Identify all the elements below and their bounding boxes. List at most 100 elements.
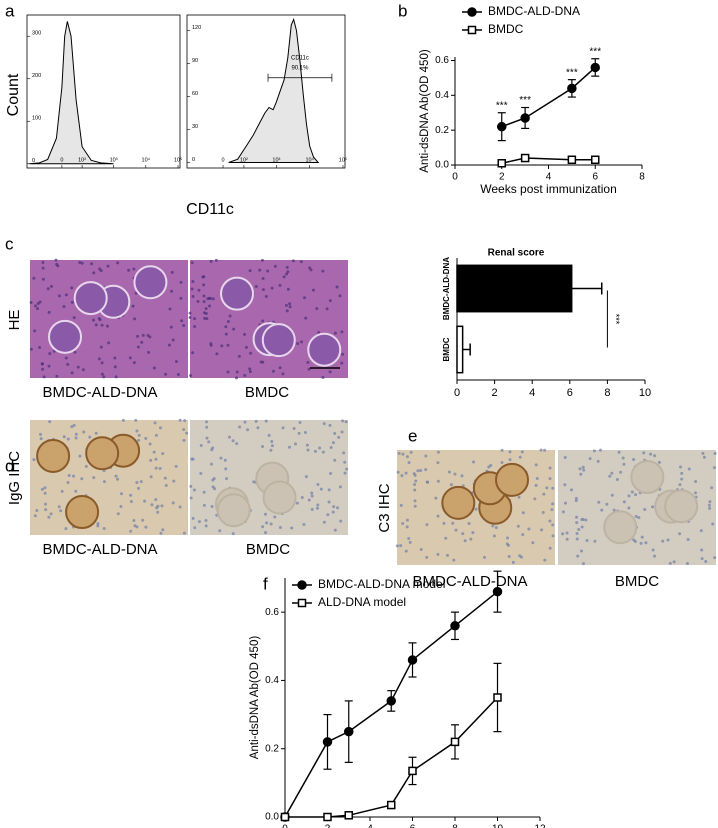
nucleus bbox=[156, 510, 160, 514]
nucleus bbox=[188, 315, 192, 319]
nucleus bbox=[331, 441, 335, 445]
row-label: HE bbox=[6, 310, 23, 331]
nucleus bbox=[203, 316, 207, 320]
nucleus bbox=[80, 477, 84, 481]
nucleus bbox=[332, 505, 336, 509]
x-tick-label: 10³ bbox=[110, 157, 118, 163]
nucleus bbox=[303, 430, 307, 434]
nucleus bbox=[94, 431, 98, 435]
glomerulus bbox=[441, 485, 476, 520]
legend-marker bbox=[467, 25, 477, 35]
nucleus bbox=[269, 448, 273, 452]
x-tick-label: 0 bbox=[60, 157, 63, 163]
nucleus bbox=[202, 300, 206, 304]
nucleus bbox=[453, 472, 457, 476]
x-tick-label: 10³ bbox=[272, 157, 280, 163]
nucleus bbox=[491, 524, 495, 528]
nucleus bbox=[248, 370, 252, 374]
x-tick-label: 10 bbox=[639, 387, 651, 399]
legend-label: BMDC-ALD-DNA model bbox=[318, 577, 445, 591]
nucleus bbox=[300, 340, 304, 344]
nucleus bbox=[271, 369, 275, 373]
nucleus bbox=[322, 422, 326, 426]
nucleus bbox=[133, 317, 137, 321]
x-tick-label: 10² bbox=[240, 157, 248, 163]
data-point bbox=[407, 655, 418, 665]
nucleus bbox=[160, 504, 164, 508]
nucleus bbox=[516, 524, 520, 528]
nucleus bbox=[414, 479, 418, 483]
x-tick-label: 6 bbox=[567, 387, 573, 399]
nucleus bbox=[672, 560, 676, 564]
nucleus bbox=[64, 527, 68, 531]
nucleus bbox=[539, 448, 543, 452]
nucleus bbox=[102, 480, 106, 484]
nucleus bbox=[226, 343, 230, 347]
nucleus bbox=[57, 505, 61, 509]
nucleus bbox=[209, 260, 213, 264]
nucleus bbox=[47, 515, 51, 519]
nucleus bbox=[413, 483, 417, 487]
nucleus bbox=[407, 461, 411, 465]
nucleus bbox=[128, 356, 132, 360]
nucleus bbox=[565, 531, 569, 535]
nucleus bbox=[100, 323, 104, 327]
nucleus bbox=[551, 502, 555, 506]
nucleus bbox=[561, 510, 565, 514]
nucleus bbox=[176, 372, 180, 376]
nucleus bbox=[425, 523, 429, 527]
nucleus bbox=[287, 445, 291, 449]
nucleus bbox=[548, 519, 552, 523]
nucleus bbox=[43, 486, 47, 490]
nucleus bbox=[295, 501, 299, 505]
nucleus bbox=[102, 526, 106, 530]
nucleus bbox=[693, 491, 697, 495]
data-point bbox=[450, 621, 460, 631]
nucleus bbox=[661, 539, 665, 543]
nucleus bbox=[114, 474, 118, 478]
nucleus bbox=[533, 497, 537, 501]
glomerulus bbox=[261, 323, 296, 358]
row-label: IgG IHC bbox=[6, 451, 23, 505]
legend-label: BMDC-ALD-DNA bbox=[488, 4, 580, 18]
nucleus bbox=[258, 268, 262, 272]
nucleus bbox=[575, 537, 579, 541]
nucleus bbox=[508, 458, 512, 462]
nucleus bbox=[326, 513, 330, 517]
nucleus bbox=[288, 302, 292, 306]
nucleus bbox=[297, 431, 301, 435]
nucleus bbox=[545, 486, 549, 490]
nucleus bbox=[436, 479, 440, 483]
nucleus bbox=[132, 361, 136, 365]
nucleus bbox=[310, 491, 314, 495]
nucleus bbox=[226, 320, 230, 324]
nucleus bbox=[336, 506, 340, 510]
data-point bbox=[323, 812, 332, 822]
nucleus bbox=[36, 307, 40, 311]
nucleus bbox=[597, 500, 601, 504]
nucleus bbox=[143, 499, 147, 503]
data-point bbox=[590, 62, 600, 73]
data-point bbox=[387, 800, 396, 810]
nucleus bbox=[345, 467, 349, 471]
nucleus bbox=[105, 324, 109, 328]
nucleus bbox=[678, 483, 682, 487]
nucleus bbox=[621, 456, 625, 460]
nucleus bbox=[651, 505, 655, 509]
nucleus bbox=[41, 266, 45, 270]
nucleus bbox=[518, 554, 522, 558]
nucleus bbox=[511, 560, 515, 564]
x-tick-label: 8 bbox=[639, 172, 645, 183]
nucleus bbox=[563, 501, 567, 505]
nucleus bbox=[329, 471, 333, 475]
x-tick-label: 6 bbox=[592, 172, 598, 183]
x-tick-label: 0 bbox=[452, 172, 458, 183]
nucleus bbox=[205, 436, 209, 440]
nucleus bbox=[622, 500, 626, 504]
histogram-area bbox=[228, 17, 320, 163]
nucleus bbox=[270, 440, 274, 444]
nucleus bbox=[304, 475, 308, 479]
nucleus bbox=[248, 269, 252, 273]
nucleus bbox=[150, 503, 154, 507]
nucleus bbox=[172, 479, 176, 483]
